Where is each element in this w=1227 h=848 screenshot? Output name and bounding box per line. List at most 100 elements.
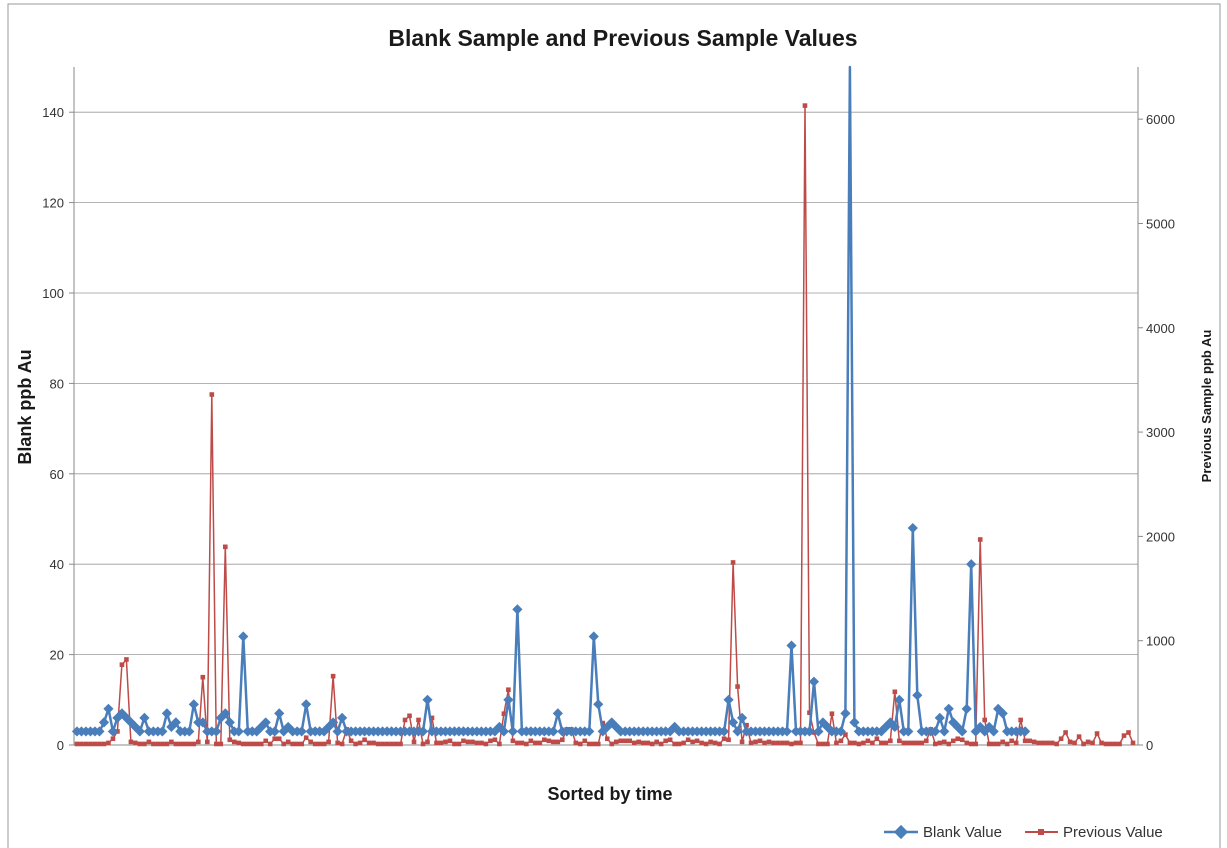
previous-point-208	[1009, 738, 1014, 744]
blank-point-116	[593, 699, 604, 710]
previous-point-213	[1031, 739, 1037, 745]
previous-point-76	[416, 717, 421, 723]
previous-point-90	[479, 740, 484, 746]
right-tick-label-3: 3000	[1146, 425, 1175, 440]
previous-point-29	[205, 739, 210, 745]
previous-point-161	[798, 740, 803, 746]
previous-point-205	[995, 741, 1001, 747]
previous-point-89	[474, 740, 480, 746]
previous-point-212	[1027, 738, 1032, 744]
blank-point-31	[211, 726, 222, 737]
previous-point-194	[946, 741, 952, 747]
blank-point-57	[328, 717, 339, 728]
previous-point-71	[393, 741, 399, 747]
previous-point-171	[843, 732, 848, 737]
blank-point-114	[584, 726, 595, 737]
previous-point-111	[573, 740, 579, 746]
blank-point-170	[835, 726, 846, 737]
left-tick-label-0: 0	[57, 738, 64, 753]
previous-point-185	[906, 740, 911, 746]
previous-point-118	[604, 736, 610, 742]
previous-point-22	[173, 741, 179, 747]
previous-point-192	[937, 740, 943, 746]
blank-point-145	[723, 694, 734, 705]
previous-point-211	[1022, 738, 1028, 744]
previous-point-4	[92, 741, 98, 747]
blank-point-165	[813, 726, 824, 737]
previous-point-130	[658, 741, 664, 747]
previous-point-217	[1049, 740, 1055, 746]
left-tick-label-5: 100	[42, 286, 64, 301]
previous-point-8	[110, 736, 116, 742]
blank-point-186	[907, 522, 918, 534]
previous-point-209	[1013, 740, 1019, 746]
previous-point-13	[133, 740, 138, 746]
previous-point-0	[74, 741, 80, 747]
previous-point-54	[317, 741, 322, 747]
previous-point-108	[560, 737, 565, 743]
previous-point-3	[88, 741, 93, 747]
blank-point-159	[786, 640, 797, 651]
previous-point-133	[672, 741, 677, 747]
previous-point-223	[1076, 734, 1082, 739]
blank-point-95	[498, 726, 509, 737]
previous-point-226	[1090, 740, 1095, 746]
legend-marker-previous	[1038, 829, 1044, 835]
previous-point-112	[577, 741, 583, 747]
y-axis-title: Blank ppb Au	[15, 349, 35, 464]
previous-point-81	[438, 740, 444, 746]
previous-point-160	[793, 740, 799, 746]
previous-point-145	[726, 737, 731, 743]
left-tick-label-4: 80	[50, 376, 64, 391]
blank-point-146	[727, 717, 739, 728]
previous-point-227	[1094, 731, 1100, 736]
previous-point-229	[1103, 741, 1109, 747]
blank-point-191	[930, 726, 941, 737]
previous-point-170	[838, 738, 844, 744]
previous-point-143	[717, 741, 722, 747]
legend-marker-blank	[893, 824, 909, 840]
previous-point-82	[443, 739, 448, 745]
previous-point-7	[106, 740, 111, 746]
previous-point-164	[811, 730, 817, 735]
blank-point-98	[512, 604, 523, 615]
previous-point-10	[119, 662, 125, 667]
previous-point-140	[703, 741, 709, 747]
previous-point-152	[757, 738, 763, 744]
previous-point-36	[236, 740, 242, 746]
previous-point-169	[834, 740, 839, 746]
right-tick-label-4: 4000	[1146, 321, 1175, 336]
previous-point-144	[721, 736, 727, 742]
blank-point-182	[889, 721, 900, 733]
blank-point-211	[1020, 726, 1031, 737]
previous-point-204	[991, 741, 996, 747]
previous-point-191	[932, 741, 938, 747]
x-axis-title: Sorted by time	[547, 784, 672, 804]
previous-point-222	[1072, 740, 1077, 746]
right-axis-ticks: 0 1000 2000 3000 4000 5000 6000	[1138, 112, 1175, 753]
previous-point-153	[762, 740, 767, 746]
previous-point-188	[919, 740, 925, 746]
blank-point-192	[934, 712, 945, 723]
previous-point-23	[178, 741, 183, 747]
previous-point-5	[97, 741, 102, 747]
previous-point-220	[1063, 730, 1068, 735]
previous-point-186	[910, 740, 916, 746]
previous-point-43	[267, 741, 273, 747]
previous-point-83	[447, 738, 453, 744]
previous-point-215	[1040, 740, 1046, 746]
previous-point-77	[420, 741, 426, 747]
previous-point-99	[519, 740, 525, 746]
previous-point-17	[151, 741, 156, 747]
previous-point-61	[348, 738, 354, 744]
previous-point-166	[820, 741, 826, 747]
left-tick-label-3: 60	[50, 467, 64, 482]
previous-point-156	[775, 740, 781, 746]
previous-point-70	[389, 741, 394, 747]
blank-point-51	[301, 699, 312, 710]
previous-point-113	[582, 738, 588, 744]
previous-point-44	[272, 736, 278, 742]
gridlines	[74, 111, 1138, 655]
previous-point-11	[124, 657, 129, 662]
previous-point-207	[1004, 741, 1010, 747]
